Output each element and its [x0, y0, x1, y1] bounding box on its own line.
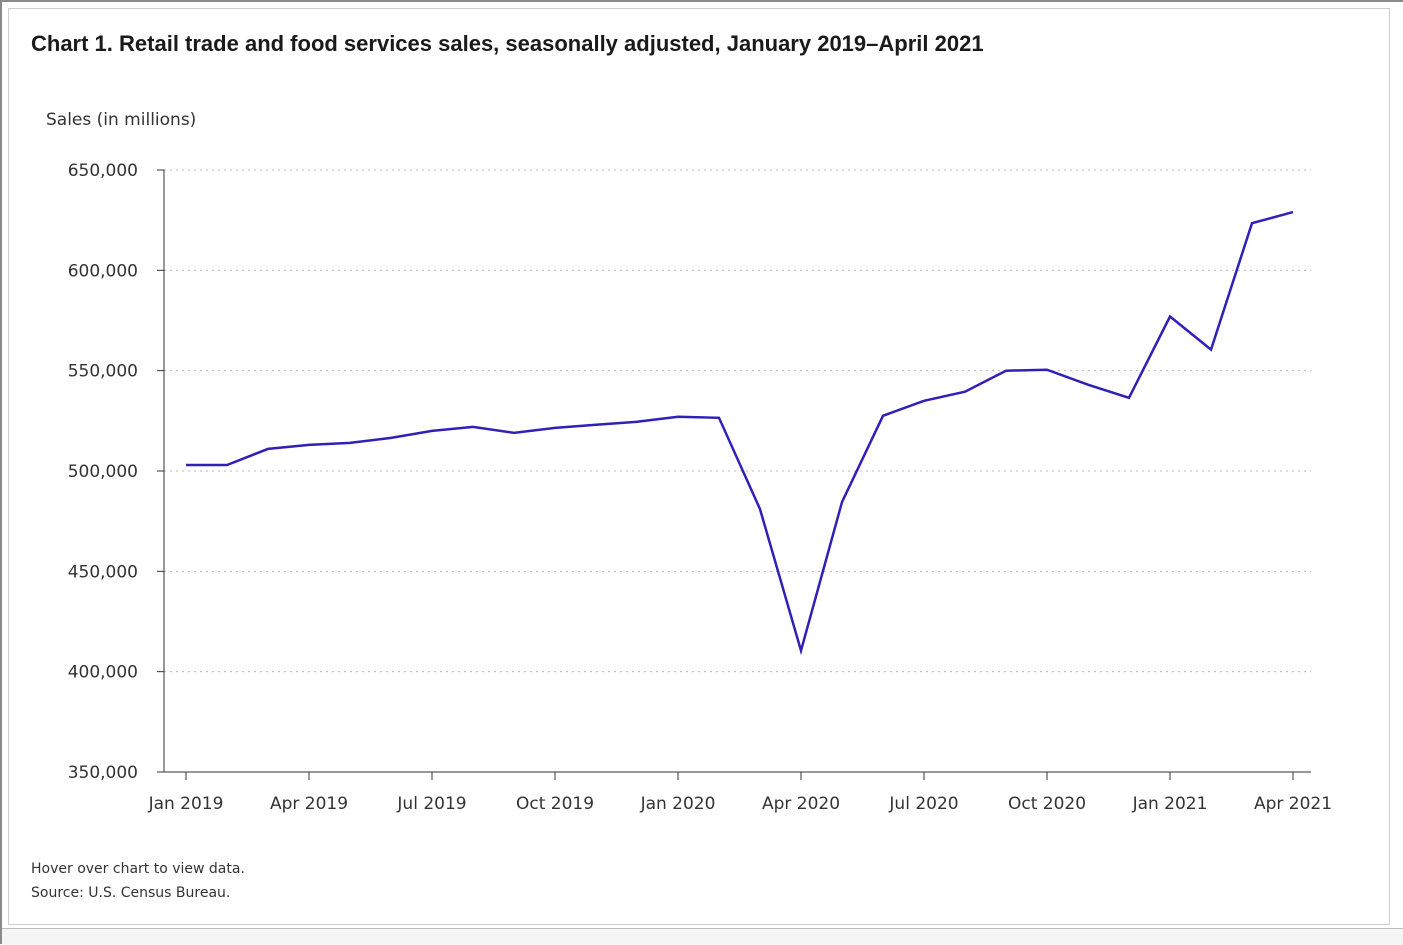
y-tick-label: 650,000 — [68, 161, 138, 181]
chart-title: Chart 1. Retail trade and food services … — [31, 31, 984, 56]
y-tick-label: 400,000 — [68, 663, 138, 683]
data-point[interactable] — [468, 422, 478, 432]
x-tick-label: Jul 2019 — [396, 794, 466, 814]
x-tick-label: Oct 2019 — [516, 794, 594, 814]
y-axis-ticks: 350,000 400,000 450,000 500,000 550,000 600,0… — [68, 161, 164, 783]
y-axis-label: Sales (in millions) — [46, 110, 197, 130]
data-point[interactable] — [960, 387, 970, 397]
x-tick-label: Jul 2020 — [888, 794, 958, 814]
y-tick-label: 550,000 — [68, 362, 138, 382]
hover-note: Hover over chart to view data. — [31, 861, 245, 877]
data-point[interactable] — [878, 411, 888, 421]
data-point[interactable] — [1206, 345, 1216, 355]
y-tick-label: 600,000 — [68, 261, 138, 281]
series-line — [186, 210, 1294, 656]
data-point[interactable] — [755, 504, 765, 514]
data-point[interactable] — [1247, 218, 1257, 228]
data-point[interactable] — [919, 396, 929, 406]
data-point[interactable] — [222, 460, 232, 470]
data-point[interactable] — [1288, 207, 1298, 217]
gridlines — [164, 169, 1311, 673]
data-point[interactable] — [427, 426, 437, 436]
x-tick-label: Jan 2019 — [148, 794, 224, 814]
data-point[interactable] — [796, 646, 806, 656]
x-tick-label: Apr 2020 — [762, 794, 840, 814]
data-point[interactable] — [550, 423, 560, 433]
axes — [163, 170, 1311, 773]
x-tick-label: Oct 2020 — [1008, 794, 1086, 814]
y-tick-label: 500,000 — [68, 462, 138, 482]
data-point[interactable] — [1124, 393, 1134, 403]
bottom-scroll-strip — [2, 928, 1403, 945]
data-point[interactable] — [1001, 366, 1011, 376]
x-tick-label: Jan 2020 — [640, 794, 716, 814]
x-tick-label: Jan 2021 — [1132, 794, 1208, 814]
y-tick-label: 350,000 — [68, 763, 138, 783]
x-tick-label: Apr 2021 — [1254, 794, 1332, 814]
data-point[interactable] — [837, 497, 847, 507]
data-point[interactable] — [632, 417, 642, 427]
x-axis-ticks: Jan 2019 Apr 2019 Jul 2019 Oct 2019 Jan 2020… — [148, 772, 1332, 814]
y-tick-label: 450,000 — [68, 562, 138, 582]
source-note: Source: U.S. Census Bureau. — [31, 885, 231, 901]
data-point[interactable] — [304, 440, 314, 450]
data-point[interactable] — [509, 428, 519, 438]
data-point[interactable] — [714, 413, 724, 423]
data-point[interactable] — [263, 444, 273, 454]
data-point[interactable] — [591, 420, 601, 430]
data-point[interactable] — [345, 438, 355, 448]
data-point[interactable] — [1042, 365, 1052, 375]
data-point[interactable] — [386, 433, 396, 443]
x-tick-label: Apr 2019 — [270, 794, 348, 814]
data-point[interactable] — [1165, 312, 1175, 322]
data-point[interactable] — [1083, 380, 1093, 390]
data-point[interactable] — [673, 412, 683, 422]
series-layer — [181, 207, 1298, 656]
data-point[interactable] — [181, 460, 191, 470]
